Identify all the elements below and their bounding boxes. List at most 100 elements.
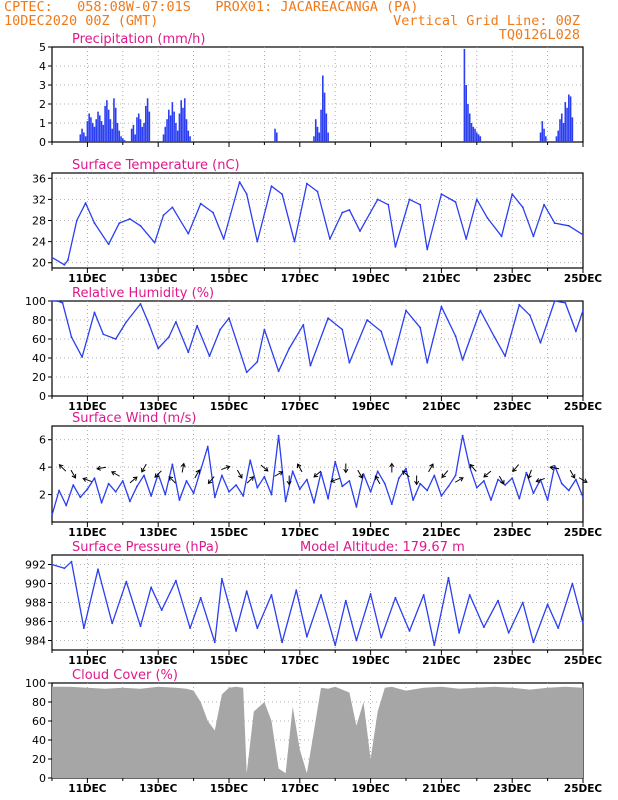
wind-wind-arrow — [236, 469, 243, 479]
wind-wind-arrowhead — [527, 474, 532, 480]
pres-point — [189, 627, 191, 630]
wind-wind-arrow — [569, 469, 576, 479]
wind-wind-arrowhead — [249, 476, 255, 481]
precip-bar — [118, 130, 121, 142]
temp-ytick-label: 24 — [32, 236, 46, 249]
wind-wind-arrowhead — [238, 473, 243, 479]
temp-xtick-label: 17DEC — [281, 273, 320, 285]
rh-point — [256, 360, 259, 363]
wind-point — [100, 501, 103, 504]
precip-ytick-label: 4 — [39, 60, 46, 73]
temp-ytick-label: 28 — [32, 215, 46, 228]
precip-bar — [470, 123, 473, 142]
temp-line — [51, 181, 584, 266]
pres-point — [70, 560, 73, 563]
wind-wind-arrow — [330, 477, 340, 483]
precip-bar — [313, 136, 315, 142]
cloud-xtick-label: 25DEC — [564, 783, 603, 795]
temp-point — [139, 224, 142, 227]
pres-xtick-label: 25DEC — [564, 655, 603, 667]
precip-bar — [477, 134, 480, 142]
rh-point — [93, 311, 96, 314]
wind-point — [249, 459, 252, 462]
pres-point — [256, 627, 259, 630]
wind-wind-arrowhead — [512, 467, 517, 473]
temp-point — [128, 218, 131, 220]
wind-wind-arrowhead — [358, 473, 363, 479]
precip-bar — [143, 123, 145, 142]
precip-bar — [274, 128, 276, 142]
precip-bar — [139, 119, 142, 142]
wind-point — [532, 492, 535, 495]
wind-point — [242, 495, 245, 497]
wind-line — [51, 434, 584, 516]
precip-bar — [91, 123, 94, 142]
rh-point — [277, 370, 280, 373]
rh-xtick-label: 17DEC — [281, 401, 320, 413]
pres-annotation: Model Altitude: 179.67 m — [300, 540, 465, 555]
wind-point — [228, 490, 230, 493]
rh-ytick-label: 20 — [32, 371, 46, 384]
cloud-ytick-label: 60 — [32, 715, 46, 728]
rh-point — [288, 347, 291, 350]
wind-wind-arrowhead — [441, 473, 447, 479]
pres-point — [320, 594, 322, 596]
precip-bar — [463, 48, 466, 142]
temp-point — [440, 193, 443, 196]
wind-wind-arrow — [83, 477, 92, 483]
temp-xtick-label: 25DEC — [564, 273, 603, 285]
wind-point — [185, 479, 188, 482]
wind-ytick-label: 2 — [39, 489, 46, 502]
wind-point — [390, 503, 393, 506]
precip-bar — [104, 105, 106, 142]
precip-bar — [560, 113, 563, 142]
precip-bar — [185, 119, 188, 142]
precip-bar — [178, 113, 181, 142]
wind-xtick-label: 21DEC — [422, 527, 461, 539]
wind-point — [86, 488, 89, 490]
wind-point — [426, 489, 429, 492]
rh-xtick-label: 19DEC — [351, 401, 390, 413]
temp-point — [212, 211, 214, 214]
rh-point — [348, 361, 351, 364]
pres-point — [221, 577, 223, 580]
precip-bar — [113, 98, 115, 142]
rh-point — [504, 355, 507, 357]
cloud-xtick-label: 13DEC — [139, 783, 178, 795]
temp-point — [162, 214, 165, 217]
precip-bar — [136, 117, 138, 142]
precip-bar — [83, 132, 85, 142]
precip-bar — [465, 85, 467, 142]
wind-wind-arrowhead — [429, 463, 434, 469]
wind-wind-arrowhead — [263, 466, 269, 472]
wind-wind-arrowhead — [82, 477, 88, 482]
precip-bar — [90, 117, 92, 142]
wind-wind-arrowhead — [180, 462, 186, 468]
temp-point — [171, 206, 174, 209]
precip-bar — [568, 94, 570, 142]
precip-bar — [564, 102, 567, 142]
precip-bar — [468, 113, 471, 142]
pres-ytick-label: 988 — [25, 597, 46, 610]
temp-point — [270, 185, 273, 188]
pres-ytick-label: 992 — [25, 559, 46, 572]
wind-wind-arrowhead — [401, 470, 407, 476]
precip-bar — [86, 121, 89, 142]
wind-wind-arrow — [246, 476, 254, 484]
wind-point — [504, 484, 507, 486]
pres-point — [507, 632, 510, 634]
wind-wind-arrow — [512, 464, 520, 472]
pres-point — [394, 596, 397, 599]
wind-wind-arrow — [402, 470, 410, 478]
precip-bar — [111, 128, 113, 142]
wind-point — [270, 493, 273, 496]
rh-point — [263, 328, 266, 331]
rh-xtick-label: 13DEC — [139, 401, 178, 413]
pres-point — [139, 625, 142, 628]
rh-point — [582, 309, 584, 312]
temp-xtick-label: 15DEC — [210, 273, 249, 285]
rh-point — [426, 361, 429, 364]
pres-point — [125, 580, 128, 583]
wind-wind-arrow — [578, 477, 588, 483]
